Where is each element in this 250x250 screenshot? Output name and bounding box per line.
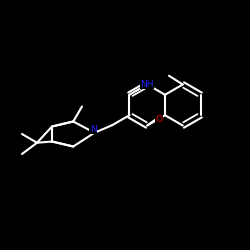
Text: N: N bbox=[90, 124, 96, 134]
Text: NH: NH bbox=[140, 80, 154, 89]
Text: O: O bbox=[156, 116, 163, 124]
